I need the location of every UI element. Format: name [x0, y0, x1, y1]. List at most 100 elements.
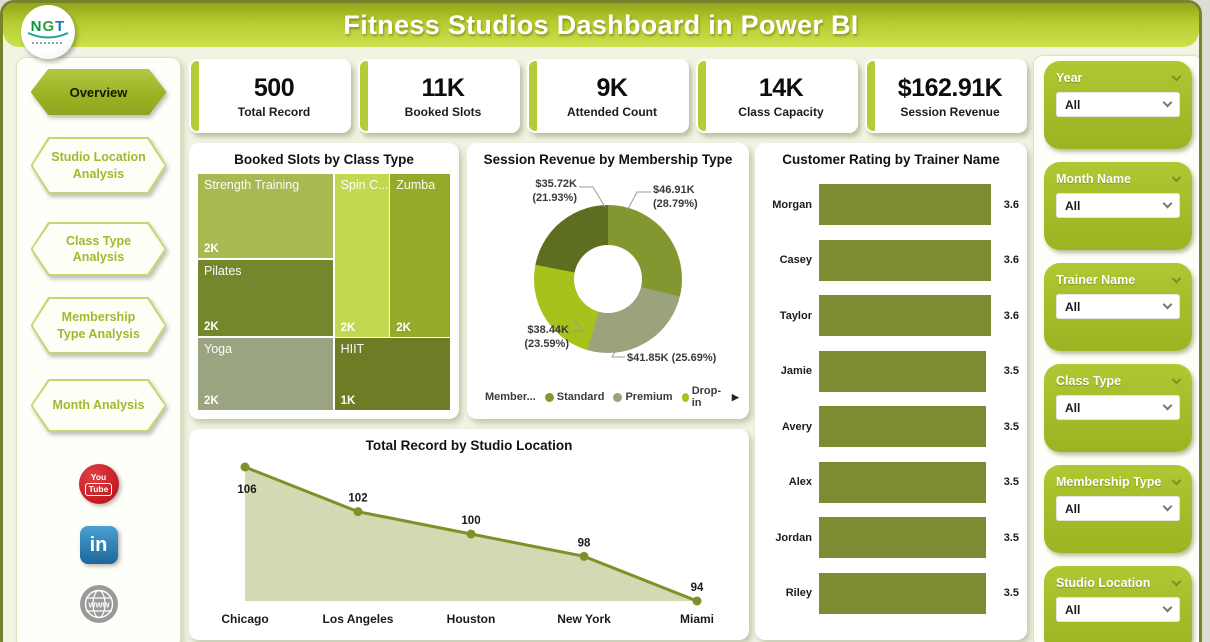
- data-point[interactable]: [353, 507, 363, 517]
- nav-label: Studio Location Analysis: [32, 139, 165, 192]
- kpi-booked-slots[interactable]: 11K Booked Slots: [358, 59, 520, 133]
- filter-panel: Year All Month Name All Trainer Name: [1033, 55, 1199, 642]
- treemap-tile-value: 2K: [396, 321, 411, 334]
- treemap-tile[interactable]: Pilates 2K: [198, 259, 334, 337]
- filter-dropdown[interactable]: All: [1056, 597, 1180, 622]
- nav-membership-type-analysis[interactable]: Membership Type Analysis: [30, 297, 167, 354]
- rating-bar[interactable]: [819, 572, 987, 614]
- bar-row: Jamie 3.5: [763, 344, 1019, 400]
- kpi-label: Session Revenue: [900, 104, 1000, 119]
- website-globe-icon[interactable]: www: [79, 584, 119, 624]
- bar-value-label: 3.5: [1003, 587, 1019, 600]
- rating-bar[interactable]: [819, 406, 987, 448]
- kpi-session-revenue[interactable]: $162.91K Session Revenue: [865, 59, 1027, 133]
- bar-track: [819, 572, 991, 614]
- filter-label: Year: [1056, 71, 1083, 85]
- data-point[interactable]: [692, 596, 702, 606]
- filter-dropdown[interactable]: All: [1056, 294, 1180, 319]
- bar-track: [819, 184, 991, 226]
- treemap-tile-label: Pilates: [204, 263, 242, 278]
- filter-dropdown[interactable]: All: [1056, 193, 1180, 218]
- kpi-value: 11K: [421, 73, 465, 102]
- chevron-down-icon[interactable]: [1171, 576, 1182, 586]
- legend-dot: [681, 392, 689, 402]
- treemap-tile[interactable]: Strength Training 2K: [198, 174, 334, 259]
- legend-scroll-arrow[interactable]: ▶: [731, 391, 739, 402]
- chevron-down-icon[interactable]: [1171, 71, 1182, 81]
- bar-category-label: Alex: [788, 476, 812, 489]
- chart-title: Total Record by Studio Location: [365, 438, 573, 453]
- treemap-tile[interactable]: Yoga 2K: [198, 337, 334, 410]
- bar-value-label: 3.5: [1003, 365, 1019, 378]
- data-point[interactable]: [466, 529, 476, 539]
- rating-bar[interactable]: [819, 184, 991, 226]
- rating-bar[interactable]: [819, 517, 987, 559]
- bar-row: Alex 3.5: [763, 455, 1019, 511]
- bar-track: [819, 461, 991, 503]
- treemap-tile-value: 2K: [204, 321, 219, 334]
- chevron-down-icon[interactable]: [1171, 172, 1182, 182]
- x-axis-label: Chicago: [221, 612, 268, 626]
- legend-dot: [613, 392, 623, 402]
- chevron-down-icon[interactable]: [1171, 374, 1182, 384]
- legend-item[interactable]: Premium: [613, 385, 673, 409]
- logo-letter: T: [55, 18, 66, 35]
- data-point[interactable]: [579, 551, 589, 561]
- nav-class-type-analysis[interactable]: Class Type Analysis: [30, 222, 167, 276]
- donut-ring[interactable]: [534, 205, 682, 353]
- data-point[interactable]: [240, 462, 250, 472]
- filter-value: All: [1065, 400, 1081, 415]
- rating-bar[interactable]: [819, 295, 991, 337]
- filter-label: Month Name: [1056, 172, 1131, 186]
- legend-item[interactable]: Standard: [544, 385, 604, 409]
- donut-card: Session Revenue by Membership Type $35.7…: [467, 143, 749, 419]
- rating-bar[interactable]: [819, 350, 987, 392]
- kpi-value: $162.91K: [897, 73, 1003, 102]
- kpi-total-record[interactable]: 500 Total Record: [189, 59, 351, 133]
- page-title: Fitness Studios Dashboard in Power BI: [343, 10, 859, 40]
- filter-dropdown[interactable]: All: [1056, 92, 1180, 117]
- filter-studio-location: Studio Location All: [1044, 566, 1192, 642]
- kpi-value: 500: [253, 73, 295, 102]
- filter-label: Trainer Name: [1056, 273, 1136, 287]
- nav-overview[interactable]: Overview: [30, 69, 167, 115]
- globe-www-text: www: [87, 600, 110, 610]
- youtube-icon[interactable]: You Tube: [78, 464, 119, 504]
- bar-category-label: Morgan: [772, 198, 812, 211]
- treemap-tile-label: Spin C...: [340, 178, 389, 192]
- nav-label: Month Analysis: [32, 381, 165, 430]
- data-label: 102: [348, 493, 367, 505]
- treemap-tile-value: 2K: [340, 321, 356, 334]
- x-axis-label: Houston: [447, 612, 496, 626]
- filter-dropdown[interactable]: All: [1056, 395, 1180, 420]
- logo-text: NGT: [31, 18, 66, 35]
- filter-dropdown[interactable]: All: [1056, 496, 1180, 521]
- bar-track: [819, 517, 991, 559]
- chevron-down-icon[interactable]: [1171, 273, 1182, 283]
- filter-label: Membership Type: [1056, 475, 1162, 489]
- youtube-text: Tube: [84, 482, 113, 496]
- data-label: 98: [578, 537, 591, 549]
- rating-bar[interactable]: [819, 461, 987, 503]
- donut-callout: $38.44K (23.59%): [524, 324, 569, 351]
- nav-studio-location-analysis[interactable]: Studio Location Analysis: [30, 137, 167, 194]
- nav-month-analysis[interactable]: Month Analysis: [30, 379, 167, 432]
- kpi-attended-count[interactable]: 9K Attended Count: [527, 59, 689, 133]
- area-chart-card: Total Record by Studio Location 106 Chica…: [189, 429, 749, 640]
- legend-items: Standard Premium Drop-in: [544, 385, 723, 409]
- treemap-tile-value: 1K: [340, 394, 356, 407]
- treemap-tile[interactable]: HIIT 1K: [334, 337, 450, 410]
- chevron-down-icon[interactable]: [1171, 475, 1182, 485]
- bar-row: Morgan 3.6: [763, 177, 1019, 233]
- rating-bar[interactable]: [819, 239, 991, 281]
- linkedin-icon[interactable]: in: [79, 526, 118, 564]
- treemap-tile-label: Strength Training: [204, 178, 300, 192]
- bar-row: Casey 3.6: [763, 233, 1019, 289]
- legend-item[interactable]: Drop-in: [681, 385, 723, 409]
- data-label: 94: [691, 582, 704, 594]
- kpi-class-capacity[interactable]: 14K Class Capacity: [696, 59, 858, 133]
- treemap-tile[interactable]: Zumba 2K: [390, 174, 450, 337]
- bar-value-label: 3.5: [1003, 476, 1019, 489]
- filter-label: Class Type: [1056, 374, 1122, 388]
- treemap-tile[interactable]: Spin C... 2K: [334, 174, 389, 337]
